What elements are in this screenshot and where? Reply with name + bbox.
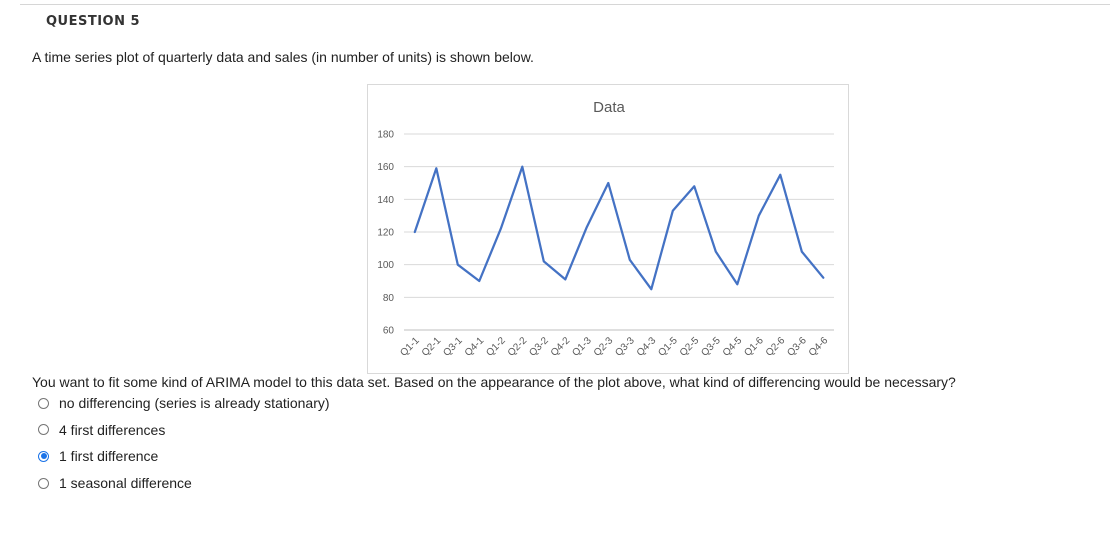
option-label: 4 first differences [59, 421, 166, 438]
option-label: no differencing (series is already stati… [59, 395, 330, 411]
chart-svg: Data6080100120140160180Q1-1Q2-1Q3-1Q4-1Q… [377, 99, 834, 359]
y-tick-label: 120 [377, 228, 394, 239]
question-prompt: You want to fit some kind of ARIMA model… [32, 374, 956, 390]
x-tick-label: Q2-2 [506, 335, 530, 359]
x-tick-label: Q4-6 [807, 335, 831, 359]
x-tick-label: Q2-1 [420, 335, 444, 359]
option-1-first-difference[interactable]: 1 first difference [38, 447, 330, 465]
x-tick-label: Q3-5 [699, 335, 723, 359]
divider [20, 4, 1110, 5]
x-tick-label: Q1-1 [398, 335, 422, 359]
x-tick-label: Q1-3 [570, 335, 594, 359]
series-line [413, 165, 825, 291]
y-tick-label: 140 [377, 195, 394, 206]
x-tick-label: Q1-6 [742, 335, 766, 359]
radio-button[interactable] [38, 397, 49, 409]
option-1-seasonal-difference[interactable]: 1 seasonal difference [38, 474, 330, 492]
question-number: QUESTION 5 [46, 14, 141, 29]
x-tick-label: Q4-5 [721, 335, 745, 359]
x-tick-label: Q1-5 [656, 335, 680, 359]
time-series-chart: Data 60 80 100 120 140 160 180 Q1-1 Q2-1 Q3-1 Q4-1 Q… [367, 84, 849, 374]
chart-title: Data [593, 99, 625, 116]
option-label: 1 first difference [59, 448, 159, 465]
x-tick-label: Q4-2 [549, 335, 573, 359]
answer-options: no differencing (series is already stati… [38, 394, 330, 501]
x-tick-label: Q2-6 [764, 335, 788, 359]
x-tick-label: Q3-2 [527, 335, 551, 359]
radio-button[interactable] [38, 424, 49, 436]
option-no-differencing[interactable]: no differencing (series is already stati… [38, 394, 330, 412]
y-tick-label: 180 [377, 130, 394, 141]
x-tick-label: Q3-1 [441, 335, 465, 359]
y-tick-label: 160 [377, 162, 394, 173]
option-label: 1 seasonal difference [59, 475, 192, 492]
y-tick-label: 60 [383, 326, 395, 337]
question-intro: A time series plot of quarterly data and… [32, 49, 534, 65]
x-tick-label: Q2-3 [592, 335, 616, 359]
x-tick-label: Q3-6 [785, 335, 809, 359]
radio-button[interactable] [38, 450, 49, 462]
x-tick-label: Q4-3 [635, 335, 659, 359]
y-tick-label: 80 [383, 293, 395, 304]
x-tick-label: Q4-1 [463, 335, 487, 359]
option-4-first-differences[interactable]: 4 first differences [38, 421, 330, 439]
radio-button[interactable] [38, 477, 49, 489]
x-tick-label: Q2-5 [678, 335, 702, 359]
x-tick-label: Q3-3 [613, 335, 637, 359]
x-tick-label: Q1-2 [484, 335, 508, 359]
y-tick-label: 100 [377, 260, 394, 271]
